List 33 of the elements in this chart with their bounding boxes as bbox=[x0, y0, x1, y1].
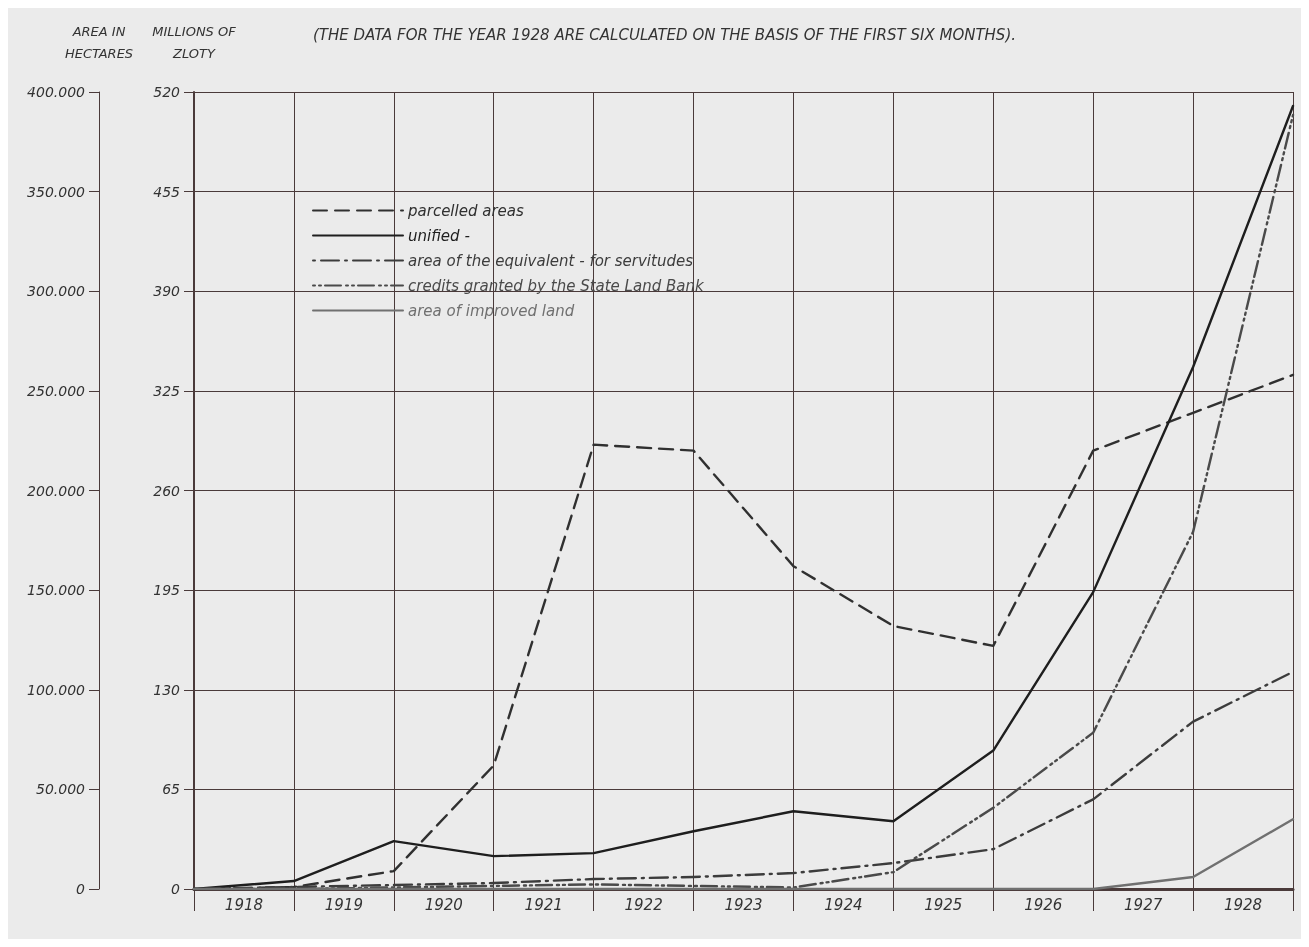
y-axis-title: AREA IN HECTARES bbox=[64, 23, 134, 61]
y2-axis-title: MILLIONS OF ZLOTY bbox=[152, 23, 237, 61]
y2-tick-label: 195 bbox=[153, 582, 181, 599]
y-tick-label: 150.000 bbox=[27, 582, 86, 599]
x-tick-label: 1919 bbox=[324, 895, 363, 914]
x-tick-label: 1920 bbox=[424, 895, 463, 914]
y-tick-label: 100.000 bbox=[27, 681, 86, 698]
y2-tick-label: 390 bbox=[153, 283, 181, 300]
x-tick-label: 1922 bbox=[624, 895, 663, 914]
y2-tick-label: 260 bbox=[153, 482, 181, 499]
y2-tick-label: 0 bbox=[171, 881, 181, 897]
y-tick-label: 200.000 bbox=[27, 482, 86, 499]
chart-subtitle: (THE DATA FOR THE YEAR 1928 ARE CALCULATED ON THE BASIS OF THE FIRST SIX MONTHS). bbox=[313, 25, 1017, 44]
y-tick-label: 0 bbox=[76, 881, 86, 897]
x-tick-label: 1926 bbox=[1024, 895, 1063, 914]
y-tick-label: 350.000 bbox=[27, 183, 86, 200]
y-tick-label: 50.000 bbox=[36, 781, 86, 798]
x-tick-label: 1927 bbox=[1124, 895, 1163, 914]
y2-tick-label: 455 bbox=[153, 183, 181, 200]
x-tick-label: 1928 bbox=[1223, 895, 1263, 914]
x-tick-label: 1925 bbox=[924, 895, 963, 914]
text: unified - bbox=[408, 226, 470, 245]
x-tick-label: 1924 bbox=[824, 895, 863, 914]
y-tick-label: 250.000 bbox=[27, 382, 86, 399]
x-tick-label: 1918 bbox=[224, 895, 264, 914]
x-tick-label: 1923 bbox=[724, 895, 763, 914]
y2-tick-label: 130 bbox=[153, 681, 181, 698]
y2-tick-label: 325 bbox=[153, 382, 181, 399]
y2-tick-label: 520 bbox=[153, 84, 181, 100]
y2-tick-label: 65 bbox=[162, 781, 181, 798]
x-tick-label: 1921 bbox=[524, 895, 563, 914]
y-tick-label: 400.000 bbox=[27, 84, 86, 100]
y-tick-label: 300.000 bbox=[27, 283, 86, 300]
